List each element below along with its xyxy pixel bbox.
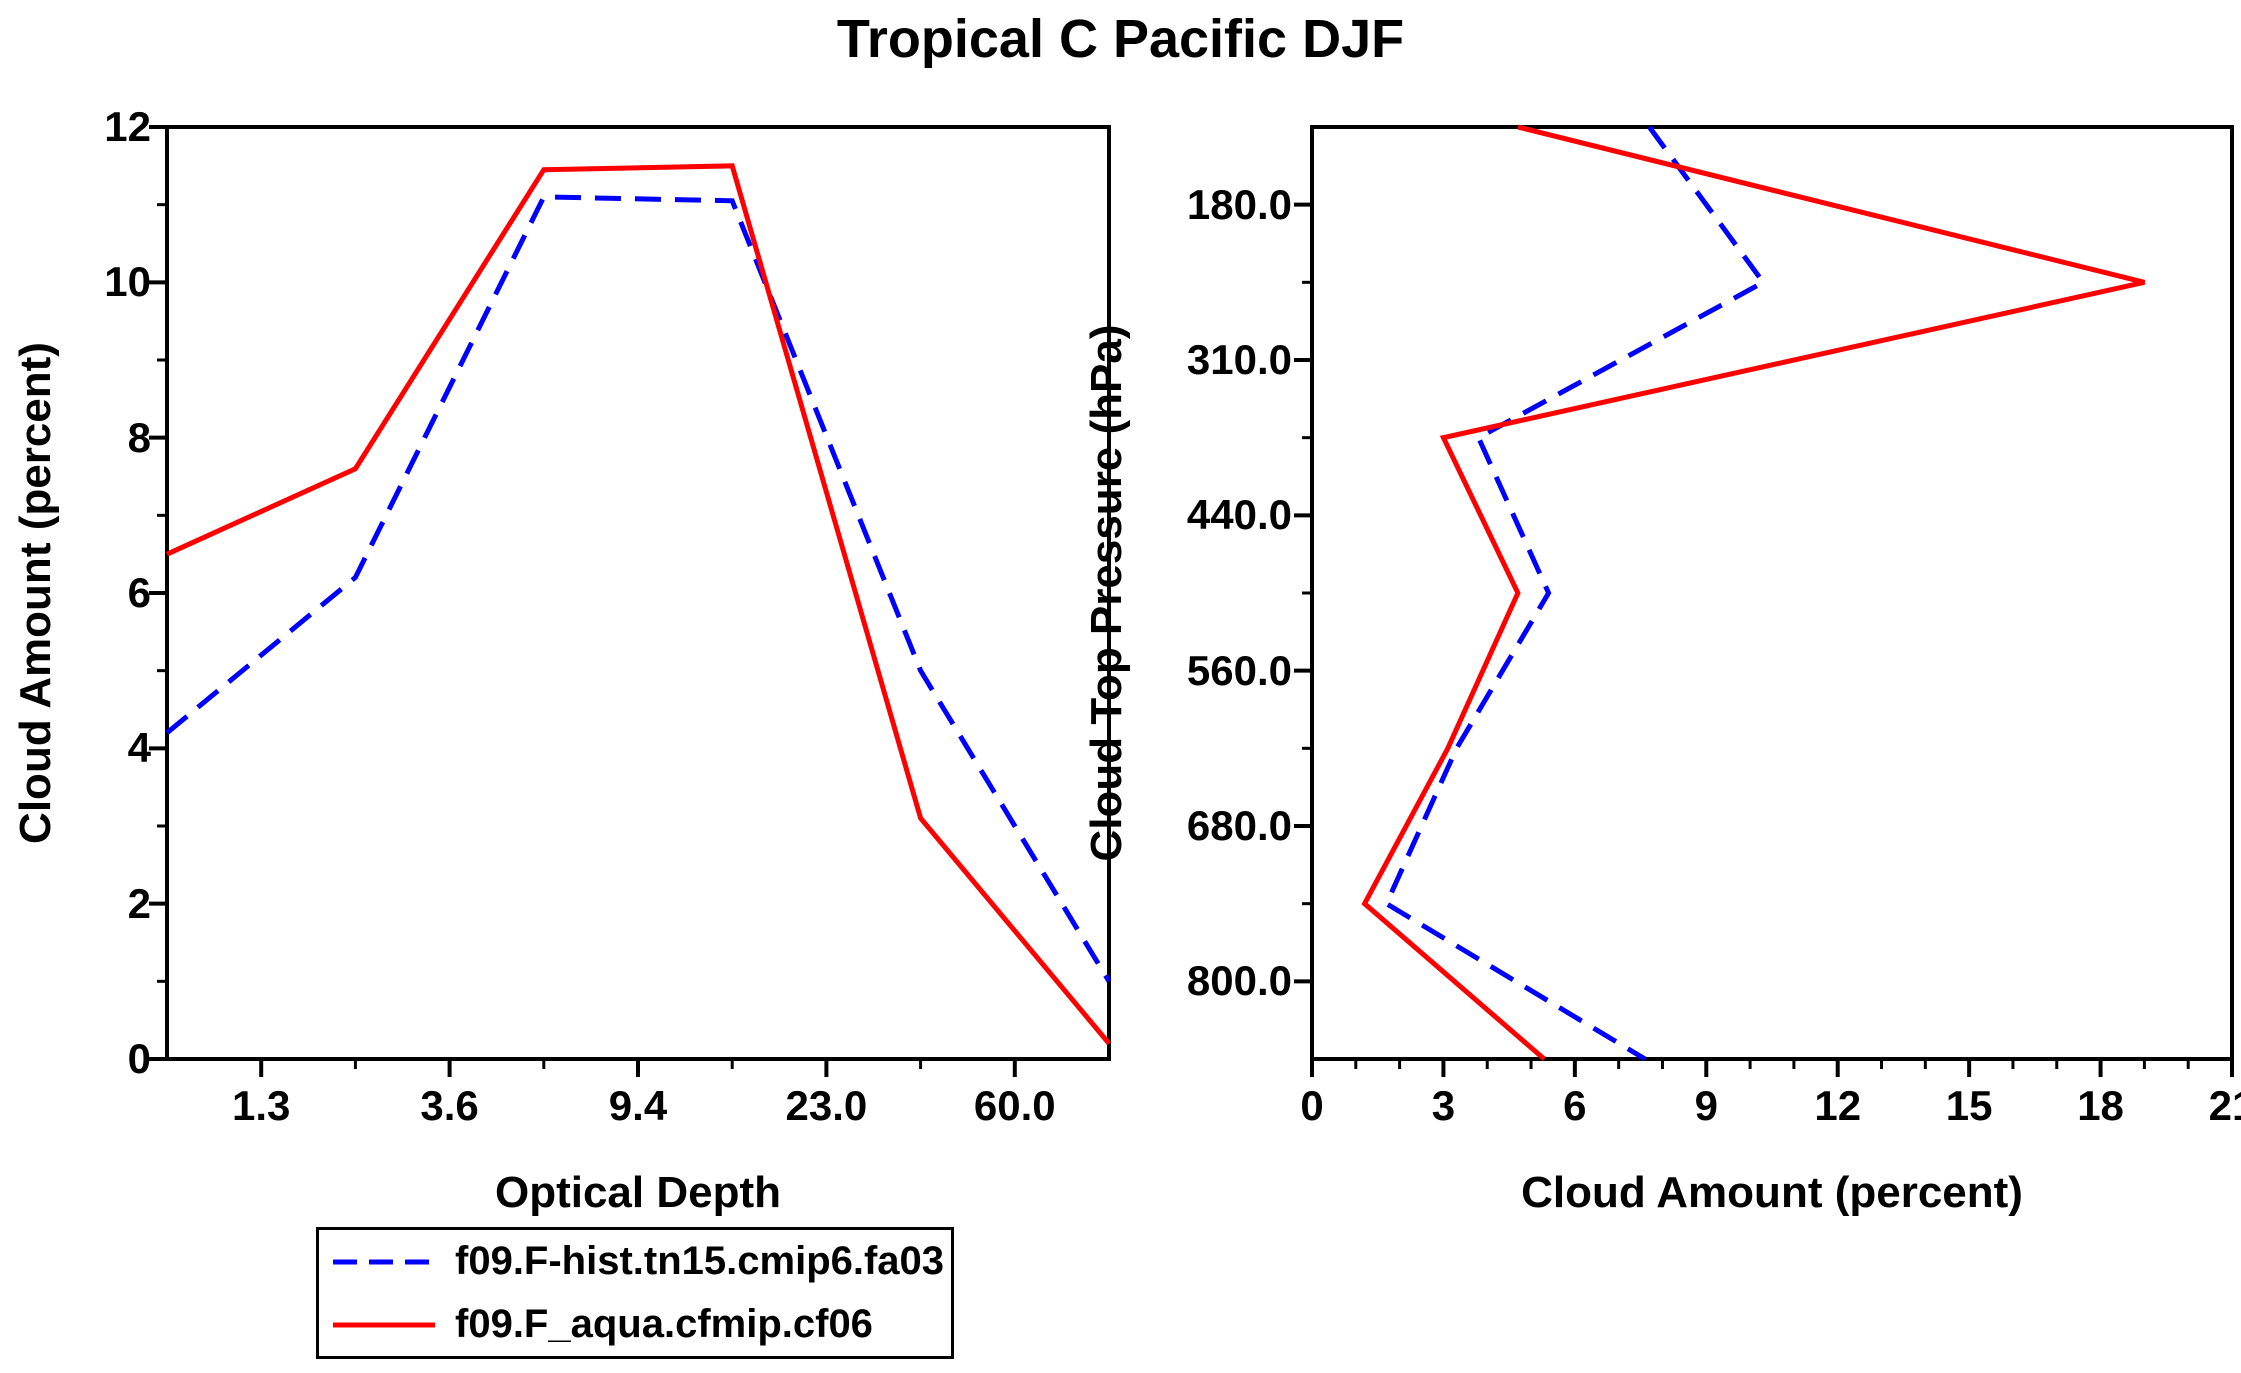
tick-label: 12 [104, 103, 151, 150]
tick-label: 800.0 [1186, 957, 1292, 1005]
tick-label: 9.4 [608, 1082, 668, 1129]
legend-item-hist: f09.F-hist.tn15.cmip6.fa03 [319, 1230, 951, 1293]
left-x-axis-title: Optical Depth [494, 1168, 782, 1217]
tick-label: 0 [1300, 1082, 1324, 1129]
right-x-axis-title: Cloud Amount (percent) [1521, 1168, 2023, 1217]
legend-box: f09.F-hist.tn15.cmip6.fa03 f09.F_aqua.cf… [316, 1227, 954, 1359]
legend-label-hist: f09.F-hist.tn15.cmip6.fa03 [455, 1239, 945, 1283]
tick-label: 60.0 [973, 1082, 1056, 1129]
tick-label: 10 [104, 258, 151, 306]
dashed-line-sample [333, 1259, 435, 1264]
solid-line-sample [333, 1322, 435, 1327]
tick-label: 2 [127, 879, 151, 927]
tick-label: 21 [2208, 1082, 2241, 1129]
legend-item-aqua: f09.F_aqua.cfmip.cf06 [319, 1293, 951, 1356]
legend-label-aqua: f09.F_aqua.cfmip.cf06 [455, 1302, 873, 1346]
tick-label: 0 [127, 1035, 151, 1082]
figure-title: Tropical C Pacific DJF [836, 9, 1405, 69]
series-line-1 [165, 163, 1111, 1046]
tick-label: 1.3 [231, 1082, 291, 1129]
tick-label: 180.0 [1186, 180, 1292, 228]
tick-label: 3.6 [420, 1082, 479, 1129]
series-line-1 [1361, 124, 2145, 1061]
axis-border [165, 125, 1111, 1061]
axis-border [1310, 125, 2234, 1061]
left-panel-optical-depth-plot: 0 2 4 6 8 10 12 1.3 3.6 9.4 23.0 60.0 [104, 106, 1112, 1127]
tick-label: 3 [1431, 1082, 1456, 1129]
tick-label: 310.0 [1186, 336, 1292, 383]
series-line-0 [1383, 125, 1767, 1062]
left-plot-area [149, 125, 1112, 1077]
tick-label: 4 [127, 724, 151, 772]
right-plot-area [1294, 124, 2234, 1077]
tick-label: 23.0 [785, 1082, 868, 1129]
tick-label: 9 [1694, 1082, 1718, 1129]
series-line-0 [165, 194, 1112, 983]
tick-label: 6 [127, 569, 151, 616]
tick-label: 560.0 [1186, 646, 1292, 694]
left-y-axis-title: Cloud Amount (percent) [11, 342, 60, 844]
tick-label: 8 [127, 413, 151, 461]
right-panel-pressure-plot: 180.0 310.0 440.0 560.0 680.0 800.0 0 3 6 9 12 15 18… [1187, 124, 2241, 1127]
tick-label: 12 [1814, 1082, 1862, 1129]
tick-label: 6 [1563, 1082, 1587, 1129]
tick-label: 15 [1945, 1082, 1993, 1129]
tick-label: 440.0 [1186, 491, 1292, 539]
right-y-axis-title: Cloud Top Pressure (hPa) [1082, 324, 1131, 862]
tick-label: 18 [2077, 1082, 2124, 1129]
tick-label: 680.0 [1186, 802, 1292, 849]
